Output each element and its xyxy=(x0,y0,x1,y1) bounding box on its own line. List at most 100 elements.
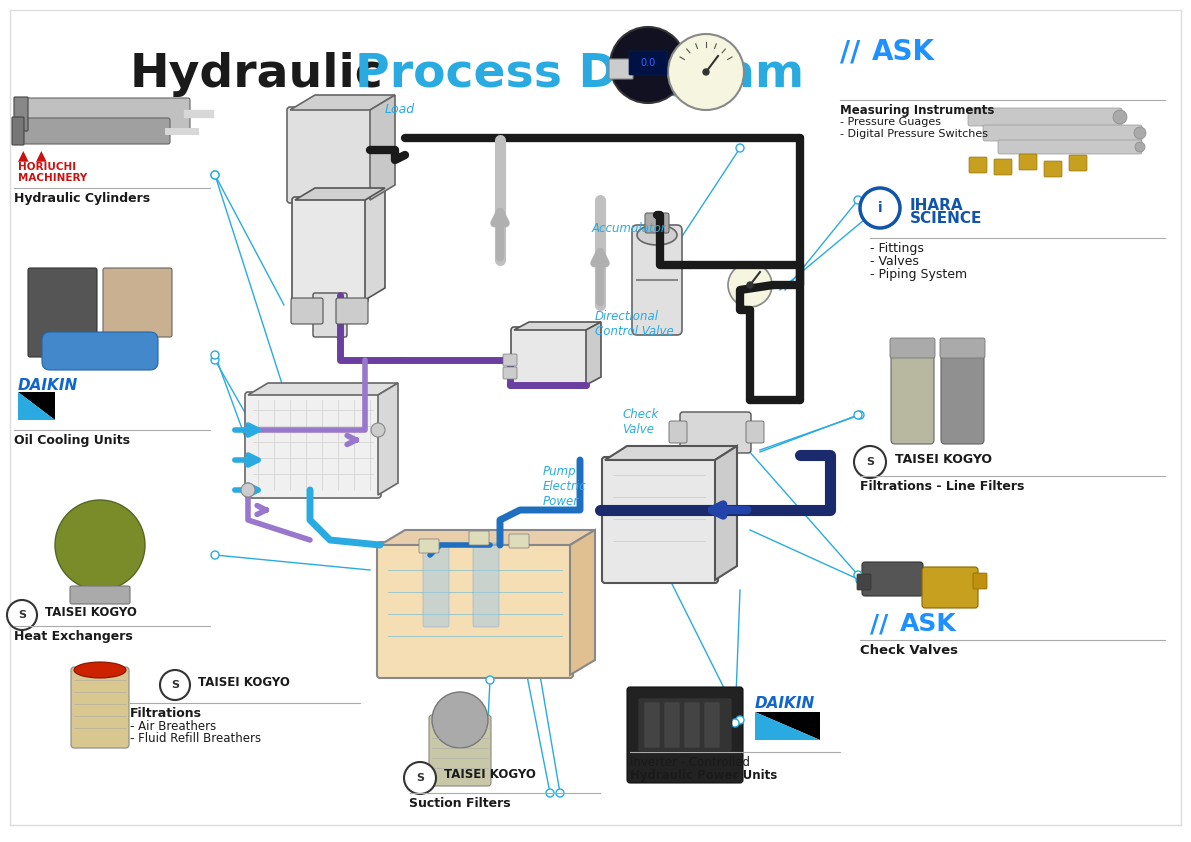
Text: - Fluid Refill Breathers: - Fluid Refill Breathers xyxy=(130,732,261,745)
FancyBboxPatch shape xyxy=(1019,154,1037,170)
FancyBboxPatch shape xyxy=(511,327,590,388)
FancyBboxPatch shape xyxy=(941,346,984,444)
Text: Oil Cooling Units: Oil Cooling Units xyxy=(14,434,130,447)
Polygon shape xyxy=(715,446,737,580)
Circle shape xyxy=(703,69,709,75)
Circle shape xyxy=(545,789,554,797)
Circle shape xyxy=(1114,110,1127,124)
Polygon shape xyxy=(378,383,398,495)
Text: HORIUCHI: HORIUCHI xyxy=(18,162,76,172)
FancyBboxPatch shape xyxy=(629,51,667,75)
Text: //: // xyxy=(869,612,888,636)
Text: S: S xyxy=(866,457,874,467)
Text: TAISEI KOGYO: TAISEI KOGYO xyxy=(45,605,137,619)
FancyBboxPatch shape xyxy=(665,702,680,748)
Text: 0.0: 0.0 xyxy=(641,58,655,68)
FancyBboxPatch shape xyxy=(890,338,935,358)
Circle shape xyxy=(211,351,219,359)
Polygon shape xyxy=(755,712,819,740)
FancyBboxPatch shape xyxy=(644,702,660,748)
Circle shape xyxy=(1135,142,1145,152)
Circle shape xyxy=(211,551,219,559)
Circle shape xyxy=(7,600,37,630)
Polygon shape xyxy=(364,188,385,300)
FancyBboxPatch shape xyxy=(71,667,129,748)
Text: S: S xyxy=(172,680,179,690)
FancyBboxPatch shape xyxy=(469,531,490,545)
Text: DAIKIN: DAIKIN xyxy=(755,696,816,711)
FancyBboxPatch shape xyxy=(862,562,923,596)
Text: Directional
Control Valve: Directional Control Valve xyxy=(596,310,674,338)
Circle shape xyxy=(854,411,862,419)
Text: Filtrations - Line Filters: Filtrations - Line Filters xyxy=(860,480,1024,493)
FancyBboxPatch shape xyxy=(638,698,732,752)
FancyBboxPatch shape xyxy=(292,197,368,303)
Text: i: i xyxy=(878,201,883,215)
FancyBboxPatch shape xyxy=(746,421,763,443)
FancyBboxPatch shape xyxy=(14,97,29,131)
FancyBboxPatch shape xyxy=(973,573,987,589)
Circle shape xyxy=(404,762,436,794)
FancyBboxPatch shape xyxy=(968,108,1122,126)
Polygon shape xyxy=(295,188,385,200)
Ellipse shape xyxy=(637,225,676,245)
FancyBboxPatch shape xyxy=(509,534,529,548)
Text: S: S xyxy=(416,773,424,783)
Circle shape xyxy=(860,188,900,228)
FancyBboxPatch shape xyxy=(29,268,96,357)
FancyBboxPatch shape xyxy=(245,392,381,498)
FancyBboxPatch shape xyxy=(102,268,172,337)
Text: ASK: ASK xyxy=(872,38,935,66)
FancyBboxPatch shape xyxy=(1070,155,1087,171)
FancyBboxPatch shape xyxy=(423,543,449,627)
FancyBboxPatch shape xyxy=(473,543,499,627)
Ellipse shape xyxy=(894,344,929,356)
Text: TAISEI KOGYO: TAISEI KOGYO xyxy=(894,452,992,466)
FancyBboxPatch shape xyxy=(601,457,718,583)
Text: - Piping System: - Piping System xyxy=(869,268,967,281)
FancyBboxPatch shape xyxy=(609,59,632,79)
Circle shape xyxy=(211,171,219,179)
Circle shape xyxy=(736,716,744,724)
Polygon shape xyxy=(18,392,55,420)
Polygon shape xyxy=(289,95,395,110)
Circle shape xyxy=(241,483,255,497)
Text: Pump
Electric
Power: Pump Electric Power xyxy=(543,465,587,508)
Text: Accumulator: Accumulator xyxy=(592,222,667,235)
Circle shape xyxy=(731,719,738,727)
Circle shape xyxy=(856,411,863,419)
Text: ▲: ▲ xyxy=(36,148,46,162)
Text: Heat Exchangers: Heat Exchangers xyxy=(14,630,132,643)
Text: MACHINERY: MACHINERY xyxy=(18,173,87,183)
Ellipse shape xyxy=(944,344,979,356)
Circle shape xyxy=(854,196,862,204)
Text: Suction Filters: Suction Filters xyxy=(410,797,511,810)
Circle shape xyxy=(432,692,488,748)
FancyBboxPatch shape xyxy=(15,118,170,144)
Polygon shape xyxy=(515,322,601,330)
FancyBboxPatch shape xyxy=(313,293,347,337)
Text: ▲: ▲ xyxy=(18,148,29,162)
FancyBboxPatch shape xyxy=(858,574,871,590)
Text: Filtrations: Filtrations xyxy=(130,707,202,720)
Polygon shape xyxy=(570,530,596,675)
FancyBboxPatch shape xyxy=(969,157,987,173)
Text: Inverter - Controlled: Inverter - Controlled xyxy=(630,756,750,769)
FancyBboxPatch shape xyxy=(891,346,934,444)
FancyBboxPatch shape xyxy=(503,367,517,379)
Polygon shape xyxy=(586,322,601,385)
FancyBboxPatch shape xyxy=(646,213,669,233)
Text: - Pressure Guages: - Pressure Guages xyxy=(840,117,941,127)
Text: - Fittings: - Fittings xyxy=(869,242,924,255)
FancyBboxPatch shape xyxy=(503,354,517,366)
Circle shape xyxy=(610,27,686,103)
Polygon shape xyxy=(248,383,398,395)
Circle shape xyxy=(55,500,145,590)
Circle shape xyxy=(856,576,863,584)
FancyBboxPatch shape xyxy=(429,715,491,786)
Circle shape xyxy=(854,571,862,579)
Text: DAIKIN: DAIKIN xyxy=(18,378,79,393)
Text: Hydraulic: Hydraulic xyxy=(130,52,384,97)
FancyBboxPatch shape xyxy=(940,338,985,358)
Text: ASK: ASK xyxy=(900,612,956,636)
